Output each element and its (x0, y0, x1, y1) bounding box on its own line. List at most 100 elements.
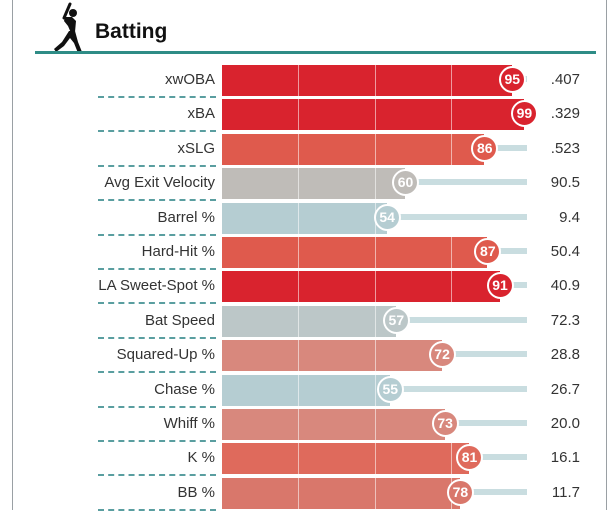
metric-label: Hard-Hit % (141, 243, 215, 260)
metric-value: .407 (550, 71, 580, 88)
percentile-badge: 73 (431, 410, 459, 437)
metric-label: xBA (187, 105, 215, 123)
metric-value: .523 (550, 139, 580, 157)
bar-gridline (450, 99, 452, 131)
bar-gridline (298, 168, 300, 200)
metric-value: 20.0 (550, 415, 580, 432)
bar-gridline (298, 409, 300, 440)
percentile-badge: 99 (510, 100, 538, 128)
percentile-badge: 55 (376, 375, 404, 403)
bar-gridline (374, 168, 376, 200)
bar-gridline (374, 237, 376, 268)
metric-label: Bat Speed (144, 311, 215, 329)
row-divider (98, 474, 216, 477)
metric-label: K % (187, 449, 215, 467)
bar-gridline (298, 340, 300, 372)
section-title: Batting (95, 20, 168, 43)
metric-label: Barrel % (157, 208, 215, 226)
metric-row: Whiff % 73 20.0 (0, 408, 611, 442)
metric-row: LA Sweet-Spot % 91 40.9 (0, 270, 611, 305)
percentile-bar (222, 409, 445, 440)
percentile-badge: 95 (498, 66, 526, 93)
percentile-badge: 72 (428, 341, 456, 369)
row-divider (98, 371, 216, 374)
percentile-bar (222, 202, 387, 234)
percentile-bar (222, 65, 512, 96)
row-divider (98, 268, 216, 270)
row-divider (98, 199, 216, 202)
percentile-badge: 91 (486, 272, 514, 300)
percentile-badge: 81 (456, 444, 484, 472)
bar-gridline (298, 271, 300, 303)
percentile-badge: 87 (474, 238, 502, 265)
percentile-bar (222, 168, 405, 200)
metric-row: xwOBA 95 .407 (0, 64, 611, 98)
row-divider (98, 336, 216, 339)
percentile-badge: 54 (373, 203, 401, 231)
metric-label: Squared-Up % (116, 346, 215, 364)
bar-gridline (374, 374, 376, 406)
bar-gridline (450, 237, 452, 268)
metric-row: Barrel % 54 9.4 (0, 202, 611, 236)
metric-value: .329 (550, 105, 580, 123)
metric-label: LA Sweet-Spot % (98, 277, 215, 295)
bar-gridline (374, 305, 376, 337)
bar-gridline (298, 99, 300, 131)
metric-row: K % 81 16.1 (0, 442, 611, 477)
row-divider (98, 302, 216, 305)
frame-right-border (606, 0, 607, 510)
metric-row: Chase % 55 26.7 (0, 374, 611, 408)
metric-value: 16.1 (550, 449, 580, 467)
percentile-bar (222, 374, 390, 406)
metric-value: 26.7 (550, 380, 580, 398)
percentile-bar (222, 271, 500, 303)
bar-gridline (374, 133, 376, 165)
metric-row: Squared-Up % 72 28.8 (0, 339, 611, 374)
header-rule (35, 51, 596, 54)
bar-gridline (374, 271, 376, 303)
bar-gridline (374, 409, 376, 440)
percentile-bar (222, 99, 524, 131)
percentile-bar (222, 133, 485, 165)
bar-gridline (298, 305, 300, 337)
bar-gridline (374, 65, 376, 96)
row-divider (98, 233, 216, 236)
row-divider (98, 440, 216, 442)
bar-gridline (374, 477, 376, 509)
percentile-badge: 86 (471, 134, 499, 162)
bar-gridline (374, 340, 376, 372)
metric-label: Avg Exit Velocity (104, 174, 215, 192)
bar-gridline (450, 443, 452, 475)
section-header: Batting (0, 0, 611, 62)
bar-gridline (450, 271, 452, 303)
bar-gridline (374, 443, 376, 475)
metric-row: BB % 78 11.7 (0, 477, 611, 511)
metric-row: xBA 99 .329 (0, 98, 611, 133)
bar-gridline (298, 477, 300, 509)
bar-gridline (298, 237, 300, 268)
batter-silhouette-icon (54, 2, 82, 53)
metric-label: xwOBA (164, 71, 215, 88)
row-divider (98, 405, 216, 408)
percentile-badge: 57 (382, 306, 410, 334)
bar-gridline (298, 374, 300, 406)
metric-value: 72.3 (550, 311, 580, 329)
row-divider (98, 130, 216, 133)
bar-gridline (374, 99, 376, 131)
metric-value: 9.4 (559, 208, 580, 226)
bar-gridline (298, 65, 300, 96)
bar-gridline (450, 133, 452, 165)
percentile-bar (222, 477, 460, 509)
bar-gridline (450, 65, 452, 96)
row-divider (98, 164, 216, 167)
bar-gridline (298, 443, 300, 475)
frame-left-border (12, 0, 13, 510)
bar-gridline (298, 202, 300, 234)
bar-gridline (298, 133, 300, 165)
metric-value: 40.9 (550, 277, 580, 295)
metric-value: 11.7 (551, 483, 580, 501)
metric-label: Whiff % (163, 415, 215, 432)
metric-label: xSLG (177, 139, 215, 157)
percentile-bar (222, 237, 488, 268)
percentile-bar (222, 305, 396, 337)
